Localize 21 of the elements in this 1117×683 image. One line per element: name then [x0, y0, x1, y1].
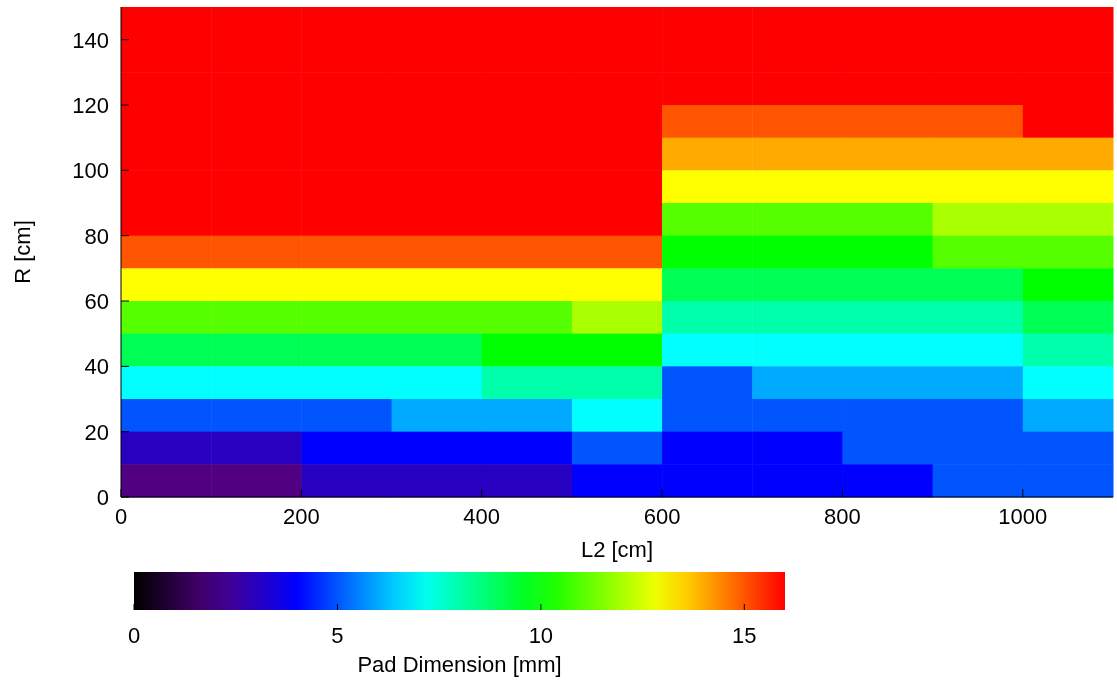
color-bar-title: Pad Dimension [mm] — [357, 652, 562, 677]
y-tick-label: 120 — [72, 93, 109, 118]
x-tick-label: 400 — [463, 504, 501, 529]
color-bar-label: 15 — [732, 623, 757, 648]
x-tick-label: 600 — [643, 504, 681, 529]
y-tick-label: 140 — [72, 27, 109, 53]
color-bar-label: 0 — [127, 623, 141, 648]
x-tick-label: 200 — [283, 504, 320, 529]
x-tick-label: 0 — [114, 504, 128, 529]
x-tick-label: 800 — [824, 504, 861, 529]
y-tick-label: 20 — [84, 419, 109, 445]
y-tick-label: 60 — [84, 289, 109, 314]
color-bar-label: 10 — [528, 623, 554, 648]
y-tick-label: 80 — [84, 223, 109, 249]
y-tick-label: 100 — [72, 158, 109, 184]
y-tick-label: 40 — [84, 354, 109, 380]
color-bar-label: 5 — [331, 623, 344, 648]
x-axis-title: L2 [cm] — [580, 537, 654, 562]
y-tick-label: 0 — [96, 485, 109, 510]
x-tick-label: 1000 — [998, 504, 1048, 529]
y-axis-title: R [cm] — [10, 220, 35, 284]
